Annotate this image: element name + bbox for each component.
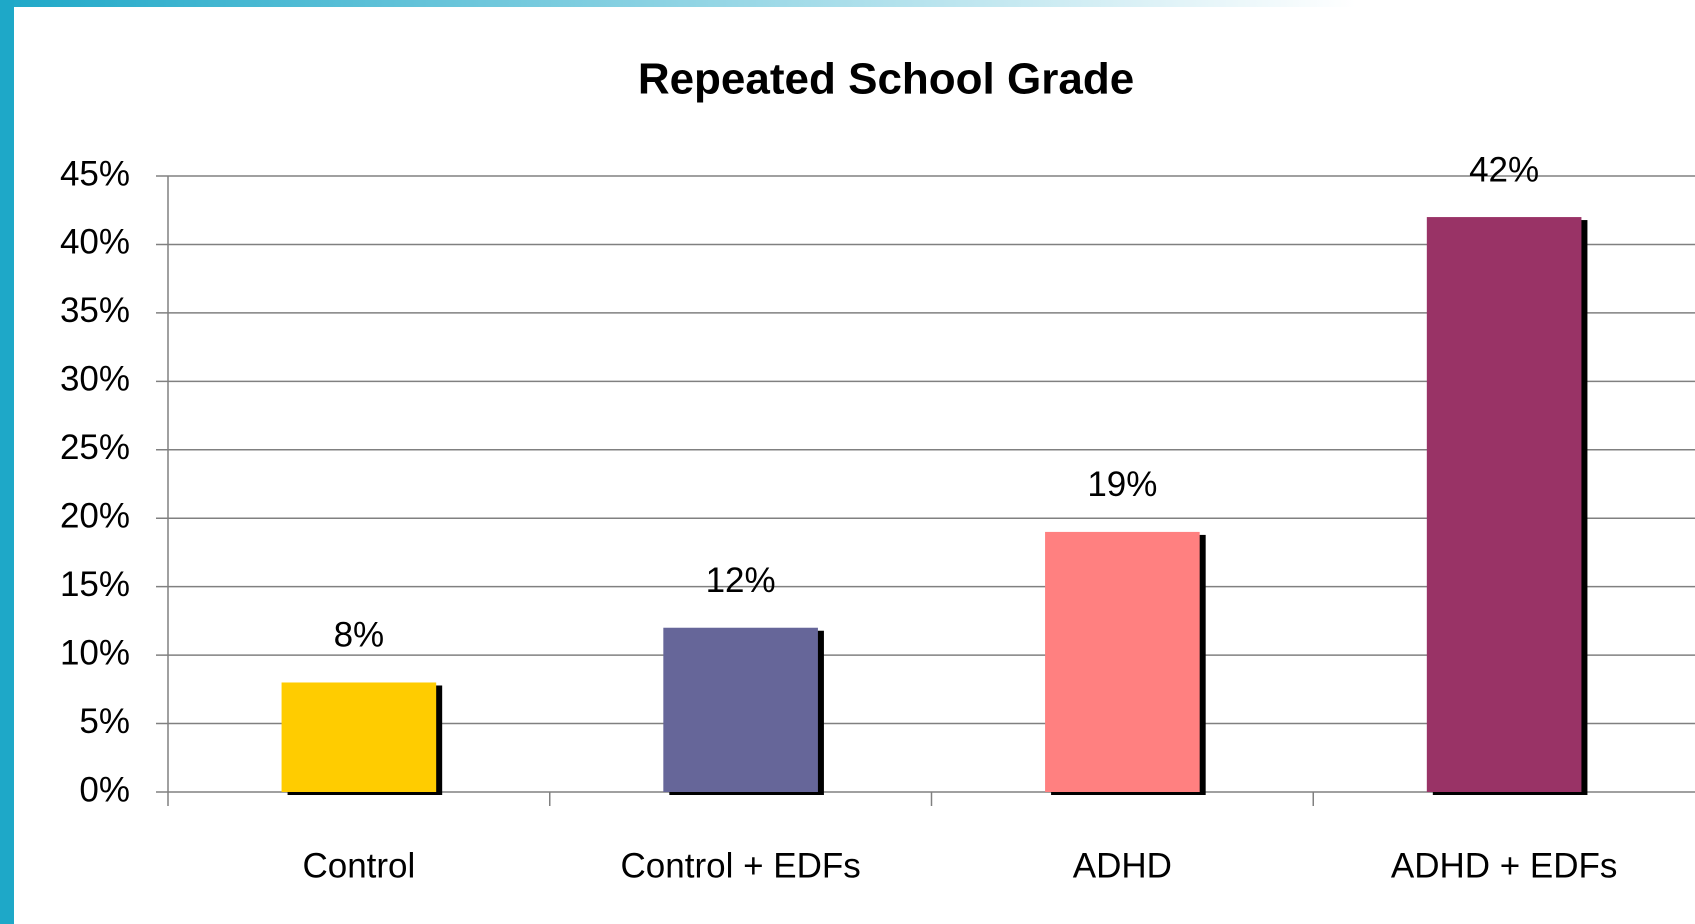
y-tick-label: 35% — [60, 291, 130, 330]
value-label: 12% — [706, 561, 776, 600]
value-label: 42% — [1469, 150, 1539, 189]
x-tick-label: Control + EDFs — [621, 846, 861, 885]
y-tick-label: 20% — [60, 496, 130, 535]
left-border — [0, 0, 14, 924]
y-tick-label: 40% — [60, 223, 130, 262]
value-label: 8% — [334, 616, 385, 655]
bar — [1426, 217, 1582, 793]
x-tick-label: ADHD — [1073, 846, 1172, 885]
y-tick-label: 25% — [60, 428, 130, 467]
y-tick-label: 15% — [60, 565, 130, 604]
value-label: 19% — [1087, 465, 1157, 504]
bar — [663, 627, 818, 792]
top-strip — [0, 0, 1695, 7]
y-tick-label: 0% — [79, 770, 130, 809]
y-tick-label: 10% — [60, 633, 130, 672]
bar — [281, 682, 437, 792]
x-tick-label: Control — [302, 846, 415, 885]
chart-title: Repeated School Grade — [638, 55, 1134, 104]
bar — [1045, 531, 1200, 792]
y-tick-label: 5% — [79, 702, 130, 741]
y-tick-label: 30% — [60, 360, 130, 399]
y-tick-label: 45% — [60, 154, 130, 193]
x-tick-label: ADHD + EDFs — [1391, 846, 1618, 885]
